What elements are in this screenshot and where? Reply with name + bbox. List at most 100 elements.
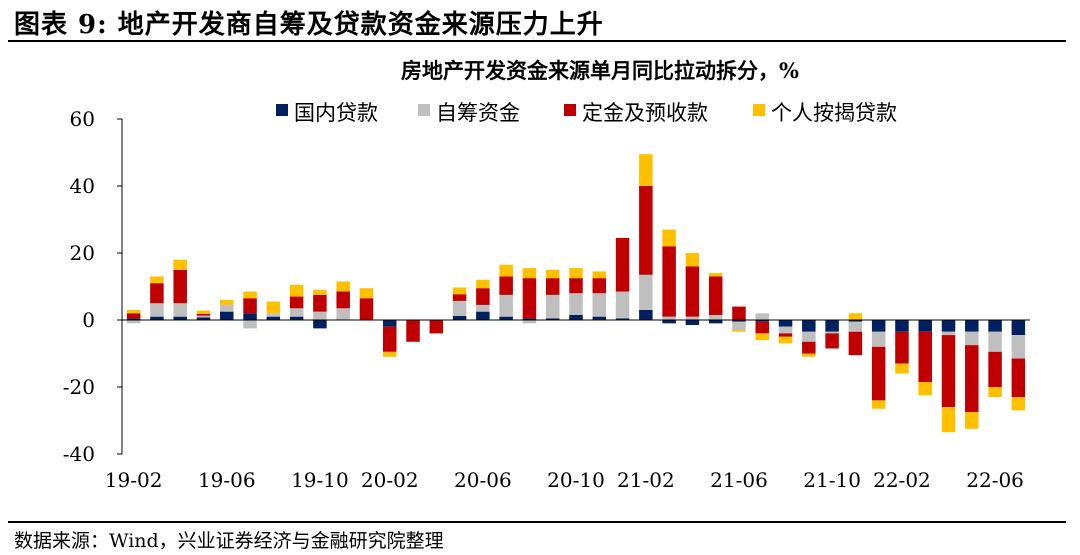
bar-stack-20-04 [429,320,444,334]
bar-segment-21-10-s0 [825,320,839,332]
bar-segment-22-04-s2 [941,335,956,408]
bar-stack-20-09 [545,269,560,320]
bar-segment-19-06-s0 [220,311,234,321]
bar-segment-19-10-s0 [313,320,327,329]
bar-segment-22-04-s3 [941,407,956,433]
bar-stack-20-02 [382,320,397,357]
bar-segment-19-03-s1 [150,303,164,317]
bar-segment-20-07-s0 [499,316,513,320]
y-tick-label: -20 [63,375,95,399]
bar-stack-19-07 [243,291,257,329]
bar-segment-19-12-s2 [359,298,374,320]
bar-stack-20-03 [406,320,420,342]
bar-segment-19-09-s2 [289,296,304,309]
bar-segment-21-12-s2 [871,346,886,401]
bar-segment-20-02-s0 [382,320,397,327]
bar-segment-21-10-s2 [825,333,839,349]
bar-stack-21-08 [778,320,793,344]
bar-segment-21-06-s3 [732,330,746,332]
legend-swatch-3 [753,104,765,116]
bar-segment-21-11-s0 [848,320,863,322]
bar-segment-21-09-s3 [802,353,816,357]
bar-segment-19-04-s1 [173,303,187,317]
bar-segment-19-07-s0 [243,313,257,320]
bar-stack-21-07 [755,313,769,341]
bar-segment-22-06-s2 [988,351,1002,387]
bar-segment-20-10-s2 [569,278,583,294]
bar-segment-20-05-s0 [452,315,467,320]
y-tick-label: 20 [70,241,95,265]
bar-stack-22-06 [988,320,1002,398]
bar-segment-20-11-s0 [592,316,607,320]
bar-stack-19-03 [150,276,164,320]
bar-segment-21-03-s3 [662,229,676,247]
bar-segment-19-10-s3 [313,289,327,295]
bar-segment-21-07-s1 [755,313,769,320]
bar-segment-19-09-s0 [289,316,304,320]
bar-segment-22-03-s3 [918,381,932,396]
x-tick-label: 21-10 [803,468,861,492]
bar-segment-20-02-s3 [382,351,397,357]
figure-title: 图表 9: 地产开发商自筹及贷款资金来源压力上升 [14,10,604,40]
bar-segment-21-12-s3 [871,400,886,409]
bar-segment-19-04-s0 [173,316,187,320]
bar-stack-20-11 [592,271,607,320]
bar-segment-19-10-s2 [313,294,327,312]
bar-segment-20-05-s3 [452,287,467,295]
bar-segment-21-04-s0 [685,320,700,326]
bar-stack-19-10 [313,289,327,329]
x-tick-label: 21-06 [710,468,768,492]
bar-segment-22-06-s1 [988,331,1002,352]
bar-segment-22-05-s1 [965,331,979,346]
bar-stack-19-04 [173,259,187,320]
bar-segment-22-07-s2 [1011,358,1026,398]
bar-segment-19-10-s1 [313,311,327,321]
bar-segment-19-03-s2 [150,283,164,304]
legend-label-1: 自筹资金 [436,101,520,125]
bar-segment-20-09-s0 [545,318,560,320]
bar-stack-22-04 [941,320,956,433]
legend-label-3: 个人按揭贷款 [771,101,897,125]
y-tick-label: -40 [63,442,95,466]
bar-stack-19-09 [289,284,304,320]
bar-segment-20-11-s1 [592,293,607,317]
bar-segment-22-06-s0 [988,320,1002,332]
bar-stack-22-02 [895,320,909,374]
bar-segment-21-07-s2 [755,321,769,334]
legend-swatch-0 [276,104,288,116]
bar-stack-21-09 [802,320,816,357]
x-tick-label: 19-02 [105,468,163,492]
x-tick-label: 20-10 [547,468,605,492]
bar-segment-20-08-s1 [522,320,537,324]
bar-segment-20-10-s0 [569,314,583,320]
bar-segment-21-09-s0 [802,320,816,332]
y-tick-label: 60 [70,107,95,131]
bar-segment-21-09-s2 [802,341,816,354]
legend-label-2: 定金及预收款 [582,101,708,125]
bar-segment-19-11-s2 [336,291,350,309]
x-tick-label: 22-06 [966,468,1024,492]
bar-segment-21-02-s2 [639,186,653,275]
bar-stack-21-11 [848,313,863,356]
bar-stack-19-06 [220,299,234,321]
bar-segment-20-09-s2 [545,278,560,295]
legend-label-0: 国内贷款 [294,101,378,125]
bar-stack-19-08 [266,301,281,320]
bar-segment-22-05-s3 [965,412,979,429]
bar-segment-20-08-s2 [522,278,537,319]
bar-segment-22-03-s0 [918,320,932,332]
bar-segment-21-08-s2 [778,333,793,337]
source-note: 数据来源：Wind，兴业证券经济与金融研究院整理 [14,530,444,552]
title-rule [8,40,1066,42]
bar-stack-19-12 [359,288,374,320]
bar-segment-21-07-s0 [755,320,769,322]
bar-stack-21-12 [871,320,886,409]
bar-segment-21-08-s3 [778,336,793,344]
x-tick-label: 21-02 [617,468,675,492]
bar-segment-21-05-s3 [708,273,723,277]
bar-segment-22-02-s0 [895,320,909,332]
bar-segment-20-11-s2 [592,278,607,294]
bar-segment-21-09-s1 [802,331,816,342]
bar-stack-19-11 [336,281,350,320]
bar-segment-20-12-s1 [615,291,630,319]
